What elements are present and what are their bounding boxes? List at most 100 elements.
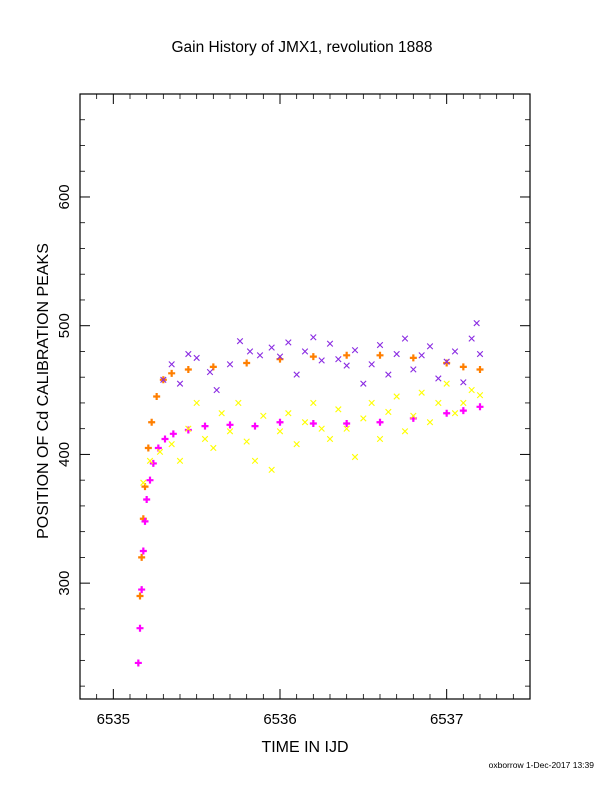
data-point [435,399,442,407]
data-point [176,457,184,465]
data-point [376,418,384,426]
series-3 [140,380,484,486]
x-axis-label: TIME IN IJD [261,739,348,756]
data-point [206,368,214,376]
data-point [141,517,149,525]
data-point [193,354,200,362]
data-point [251,422,259,430]
data-point [144,444,152,452]
data-point [443,409,451,417]
data-point [401,428,409,435]
data-point [310,334,317,341]
data-point [201,422,209,430]
data-point [140,479,147,486]
data-point [161,435,169,443]
data-point [326,340,334,347]
data-point [418,352,425,359]
data-point [185,350,192,358]
y-tick-label: 500 [56,313,73,338]
data-point [435,375,442,382]
series-1 [134,403,484,667]
data-point [293,440,300,448]
data-point [243,438,250,445]
y-axis-label: POSITION OF Cd CALIBRATION PEAKS [35,243,52,539]
data-point [309,420,317,428]
series-2 [160,319,484,394]
data-point [136,592,144,600]
data-point [376,351,384,359]
data-point [360,380,367,387]
data-point [168,369,176,377]
data-point [301,419,309,426]
data-point [451,348,459,355]
y-tick-label: 600 [56,184,73,209]
data-point [268,344,275,351]
data-point [360,415,367,422]
data-point [260,412,267,419]
data-point [136,624,144,632]
data-point [410,366,417,373]
data-point [309,353,317,361]
data-series [134,319,484,667]
data-point [156,448,164,456]
series-0 [136,351,484,600]
data-point [276,353,284,360]
plot-frame [79,93,531,700]
data-point [285,410,292,417]
data-point [148,418,156,426]
data-point [139,547,147,555]
data-point [160,376,167,383]
data-point [468,335,475,342]
data-point [368,361,375,368]
data-point [385,371,392,378]
data-point [476,392,484,399]
data-point [335,406,342,413]
data-point [134,659,142,667]
data-point [169,430,177,438]
data-point [209,363,217,371]
data-point [301,348,309,355]
data-point [418,389,425,396]
data-point [476,403,484,411]
data-point [168,361,175,368]
data-point [285,339,292,346]
data-point [351,346,359,354]
data-point [226,428,234,435]
data-point [318,425,325,432]
data-point [201,435,209,443]
data-point [235,399,242,407]
data-point [476,365,484,373]
data-point [146,457,154,465]
data-point [193,399,200,407]
data-point [146,476,154,484]
x-tick-label: 6537 [430,711,463,728]
x-tick-label: 6535 [97,711,130,728]
data-point [138,553,146,561]
data-point [385,408,392,416]
tick-labels: 6535 6536 6537 300 400 500 600 [56,184,463,728]
data-point [376,435,384,443]
data-point [476,350,484,358]
data-point [443,358,450,365]
data-point [410,412,417,419]
data-point [153,393,161,400]
data-point [243,359,251,367]
data-point [343,362,350,369]
data-point [326,435,334,443]
data-point [451,410,459,417]
data-point [343,420,351,428]
data-point [143,495,151,503]
data-point [184,365,192,373]
axis-ticks [79,93,531,699]
data-point [409,354,417,362]
data-point [459,407,467,415]
data-point [401,335,409,342]
data-point [184,426,192,434]
data-point [473,319,480,327]
data-point [351,453,359,461]
data-point [226,361,234,368]
x-tick-label: 6536 [263,711,296,728]
data-point [460,379,467,386]
data-point [460,399,467,407]
data-point [393,350,400,358]
